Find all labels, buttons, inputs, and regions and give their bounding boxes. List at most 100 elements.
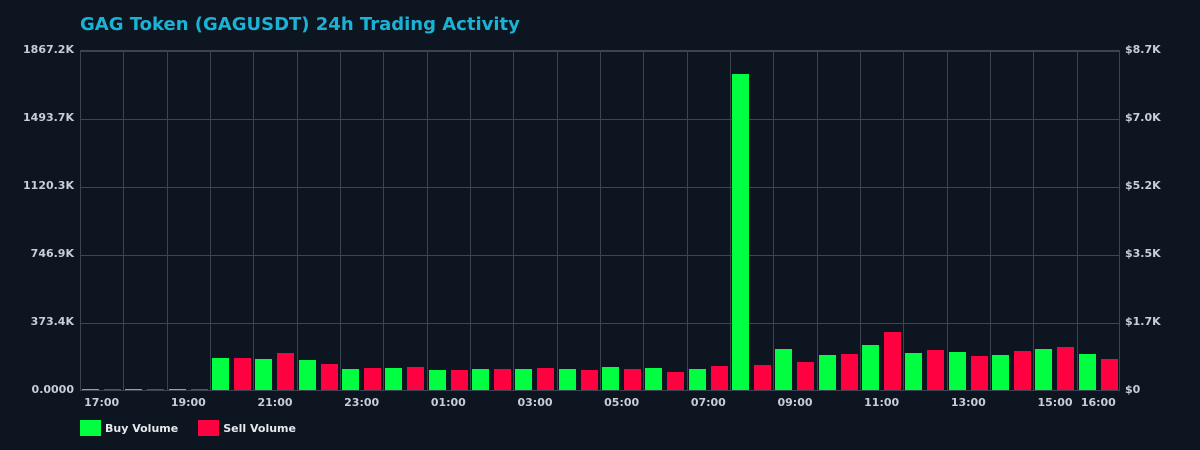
buy-volume-bar[interactable] <box>1035 349 1053 390</box>
sell-volume-bar[interactable] <box>407 367 425 390</box>
sell-volume-bar[interactable] <box>970 355 988 390</box>
y-tick-label-right: $8.7K <box>1125 43 1161 56</box>
x-tick-label: 19:00 <box>170 396 206 409</box>
y-tick-label-right: $5.2K <box>1125 179 1161 192</box>
x-tick-label: 09:00 <box>777 396 813 409</box>
buy-volume-bar[interactable] <box>775 349 793 390</box>
legend-item-sell[interactable]: Sell Volume <box>198 420 296 436</box>
buy-volume-bar[interactable] <box>472 369 489 390</box>
x-tick-label: 15:00 <box>1037 396 1073 409</box>
buy-volume-bar[interactable] <box>732 74 749 390</box>
y-tick-label-right: $3.5K <box>1125 247 1161 260</box>
buy-volume-bar[interactable] <box>515 369 533 390</box>
buy-volume-bar[interactable] <box>558 369 576 390</box>
buy-volume-bar[interactable] <box>168 389 186 390</box>
buy-volume-bar[interactable] <box>342 369 359 390</box>
sell-volume-bar[interactable] <box>754 365 771 390</box>
sell-volume-bar[interactable] <box>624 369 641 390</box>
sell-volume-bar[interactable] <box>884 332 901 390</box>
sell-volume-bar[interactable] <box>320 363 338 390</box>
sell-volume-bar[interactable] <box>840 353 858 390</box>
x-tick-label: 23:00 <box>344 396 380 409</box>
grid-line-vertical <box>600 51 601 390</box>
legend: Buy Volume Sell Volume <box>80 420 316 436</box>
buy-volume-bar[interactable] <box>948 351 966 390</box>
legend-label-buy: Buy Volume <box>105 421 179 435</box>
sell-volume-bar[interactable] <box>234 357 251 390</box>
x-axis-baseline <box>80 390 1120 391</box>
grid-line-vertical <box>210 51 211 390</box>
buy-volume-bar[interactable] <box>298 359 316 390</box>
sell-volume-bar[interactable] <box>364 367 381 390</box>
sell-volume-bar[interactable] <box>537 367 555 390</box>
buy-volume-bar[interactable] <box>818 355 836 390</box>
buy-volume-bar[interactable] <box>602 367 619 390</box>
x-tick-label: 16:00 <box>1080 396 1116 409</box>
grid-line-vertical <box>643 51 645 390</box>
buy-volume-bar[interactable] <box>385 367 403 390</box>
x-tick-label: 21:00 <box>257 396 293 409</box>
grid-line-vertical <box>253 51 255 390</box>
grid-line-vertical <box>903 51 905 390</box>
plot-area <box>80 50 1120 390</box>
sell-volume-bar[interactable] <box>147 389 165 390</box>
legend-item-buy[interactable]: Buy Volume <box>80 420 178 436</box>
grid-line-vertical <box>556 51 558 390</box>
buy-volume-bar[interactable] <box>688 369 706 390</box>
sell-volume-bar[interactable] <box>190 389 208 390</box>
grid-line-vertical <box>426 51 428 390</box>
grid-line-vertical <box>990 51 991 390</box>
buy-volume-bar[interactable] <box>428 369 446 390</box>
x-tick-label: 01:00 <box>430 396 466 409</box>
grid-line-vertical <box>123 51 125 390</box>
grid-line-vertical <box>730 51 731 390</box>
sell-volume-bar[interactable] <box>277 353 295 390</box>
buy-volume-bar[interactable] <box>1078 353 1096 390</box>
buy-volume-bar[interactable] <box>645 367 663 390</box>
sell-volume-bar[interactable] <box>927 349 945 390</box>
buy-volume-bar[interactable] <box>255 359 273 390</box>
y-tick-label-left: 746.9K <box>30 247 74 260</box>
buy-volume-bar[interactable] <box>992 355 1009 390</box>
sell-volume-bar[interactable] <box>1014 351 1031 390</box>
y-tick-label-left: 1867.2K <box>23 43 74 56</box>
y-tick-label-right: $1.7K <box>1125 315 1161 328</box>
sell-volume-bar[interactable] <box>494 369 511 390</box>
chart-title: GAG Token (GAGUSDT) 24h Trading Activity <box>80 14 520 35</box>
sell-volume-bar[interactable] <box>580 369 598 390</box>
y-tick-label-left: 373.4K <box>30 315 74 328</box>
sell-volume-bar[interactable] <box>104 389 121 390</box>
buy-volume-bar[interactable] <box>82 389 99 390</box>
sell-swatch-icon <box>198 420 220 436</box>
sell-volume-bar[interactable] <box>1100 359 1118 390</box>
grid-line-vertical <box>166 51 168 390</box>
buy-volume-bar[interactable] <box>212 357 229 390</box>
sell-volume-bar[interactable] <box>450 369 468 390</box>
grid-line-vertical <box>1033 51 1035 390</box>
grid-line-vertical <box>340 51 341 390</box>
x-tick-label: 11:00 <box>864 396 900 409</box>
sell-volume-bar[interactable] <box>1057 347 1075 390</box>
sell-volume-bar[interactable] <box>710 365 728 390</box>
grid-line-vertical <box>470 51 471 390</box>
grid-line-vertical <box>296 51 298 390</box>
x-tick-label: 13:00 <box>950 396 986 409</box>
x-tick-label: 03:00 <box>517 396 553 409</box>
buy-volume-bar[interactable] <box>862 345 879 390</box>
buy-volume-bar[interactable] <box>905 353 923 390</box>
sell-volume-bar[interactable] <box>667 371 685 390</box>
grid-line-vertical <box>383 51 385 390</box>
sell-volume-bar[interactable] <box>797 361 815 390</box>
y-tick-label-left: 1120.3K <box>23 179 74 192</box>
grid-line-vertical <box>860 51 861 390</box>
y-tick-label-left: 1493.7K <box>23 111 74 124</box>
legend-label-sell: Sell Volume <box>223 421 296 435</box>
grid-line-vertical <box>946 51 948 390</box>
buy-swatch-icon <box>80 420 101 436</box>
y-tick-label-right: $7.0K <box>1125 111 1161 124</box>
grid-line-vertical <box>816 51 818 390</box>
x-tick-label: 07:00 <box>690 396 726 409</box>
grid-line-vertical <box>513 51 515 390</box>
buy-volume-bar[interactable] <box>125 389 143 390</box>
grid-line-vertical <box>773 51 775 390</box>
